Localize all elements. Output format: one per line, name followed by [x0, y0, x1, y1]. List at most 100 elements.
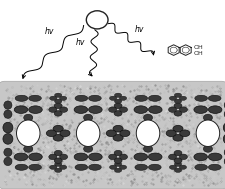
Ellipse shape [59, 165, 67, 169]
Ellipse shape [16, 120, 40, 146]
Ellipse shape [179, 107, 187, 112]
Ellipse shape [143, 146, 152, 152]
Ellipse shape [207, 153, 221, 161]
Ellipse shape [173, 162, 181, 166]
Ellipse shape [143, 114, 152, 121]
Ellipse shape [193, 153, 207, 161]
Ellipse shape [83, 122, 92, 129]
Text: hv: hv [45, 27, 54, 36]
Ellipse shape [223, 110, 225, 118]
Ellipse shape [54, 111, 62, 116]
Ellipse shape [136, 120, 159, 146]
Ellipse shape [114, 103, 122, 108]
Ellipse shape [202, 146, 211, 152]
Ellipse shape [134, 95, 147, 101]
Ellipse shape [114, 168, 121, 172]
Ellipse shape [173, 168, 181, 172]
Ellipse shape [108, 154, 116, 160]
Ellipse shape [49, 165, 57, 169]
Ellipse shape [74, 153, 87, 161]
Ellipse shape [112, 134, 123, 141]
Ellipse shape [143, 122, 152, 129]
Ellipse shape [4, 110, 12, 118]
Ellipse shape [53, 125, 63, 132]
Ellipse shape [29, 95, 41, 101]
Ellipse shape [46, 130, 56, 137]
Ellipse shape [148, 95, 160, 101]
Ellipse shape [133, 153, 147, 161]
Ellipse shape [119, 96, 126, 100]
Ellipse shape [207, 164, 220, 170]
Ellipse shape [207, 106, 221, 113]
Ellipse shape [202, 122, 211, 129]
Ellipse shape [24, 122, 33, 129]
Ellipse shape [15, 164, 28, 170]
Ellipse shape [75, 164, 87, 170]
Ellipse shape [3, 122, 13, 133]
Ellipse shape [223, 148, 225, 156]
Ellipse shape [223, 101, 225, 109]
Ellipse shape [114, 150, 122, 156]
Text: OH: OH [24, 123, 30, 128]
Ellipse shape [108, 107, 116, 112]
Text: hv: hv [75, 38, 85, 47]
Ellipse shape [24, 138, 33, 145]
Ellipse shape [133, 106, 147, 113]
Ellipse shape [193, 106, 207, 113]
Ellipse shape [59, 96, 67, 100]
Ellipse shape [179, 165, 186, 169]
Ellipse shape [148, 164, 160, 170]
Ellipse shape [168, 107, 176, 112]
Ellipse shape [109, 165, 116, 169]
Ellipse shape [88, 164, 101, 170]
Ellipse shape [114, 162, 121, 166]
Ellipse shape [172, 134, 182, 141]
Ellipse shape [54, 93, 61, 97]
Ellipse shape [83, 114, 92, 121]
Ellipse shape [4, 101, 12, 109]
Ellipse shape [74, 106, 87, 113]
Ellipse shape [83, 146, 92, 152]
Ellipse shape [119, 154, 127, 160]
Ellipse shape [222, 122, 225, 133]
Ellipse shape [194, 95, 207, 101]
Ellipse shape [195, 120, 219, 146]
Ellipse shape [173, 99, 181, 103]
Ellipse shape [49, 107, 56, 112]
Ellipse shape [4, 157, 12, 166]
Ellipse shape [169, 165, 176, 169]
Text: hv: hv [134, 25, 143, 34]
Ellipse shape [119, 107, 127, 112]
Ellipse shape [173, 111, 181, 116]
Ellipse shape [14, 153, 28, 161]
Ellipse shape [24, 146, 33, 152]
Ellipse shape [4, 148, 12, 156]
Ellipse shape [15, 95, 28, 101]
Ellipse shape [119, 130, 129, 137]
Ellipse shape [49, 154, 56, 160]
Ellipse shape [60, 130, 70, 137]
Ellipse shape [54, 99, 61, 103]
Ellipse shape [24, 114, 33, 121]
Ellipse shape [54, 103, 62, 108]
Ellipse shape [3, 134, 13, 144]
Ellipse shape [202, 138, 211, 145]
Ellipse shape [54, 150, 62, 156]
Ellipse shape [114, 99, 121, 103]
Ellipse shape [172, 125, 182, 132]
Ellipse shape [173, 158, 181, 163]
Ellipse shape [83, 138, 92, 145]
Ellipse shape [114, 158, 122, 163]
Ellipse shape [109, 96, 116, 100]
Ellipse shape [222, 134, 225, 144]
Ellipse shape [29, 106, 42, 113]
Ellipse shape [207, 95, 220, 101]
Ellipse shape [49, 96, 57, 100]
Ellipse shape [54, 158, 62, 163]
Ellipse shape [168, 154, 176, 160]
Ellipse shape [173, 103, 181, 108]
Ellipse shape [88, 153, 102, 161]
Ellipse shape [173, 93, 181, 97]
Ellipse shape [194, 164, 207, 170]
Ellipse shape [88, 95, 101, 101]
